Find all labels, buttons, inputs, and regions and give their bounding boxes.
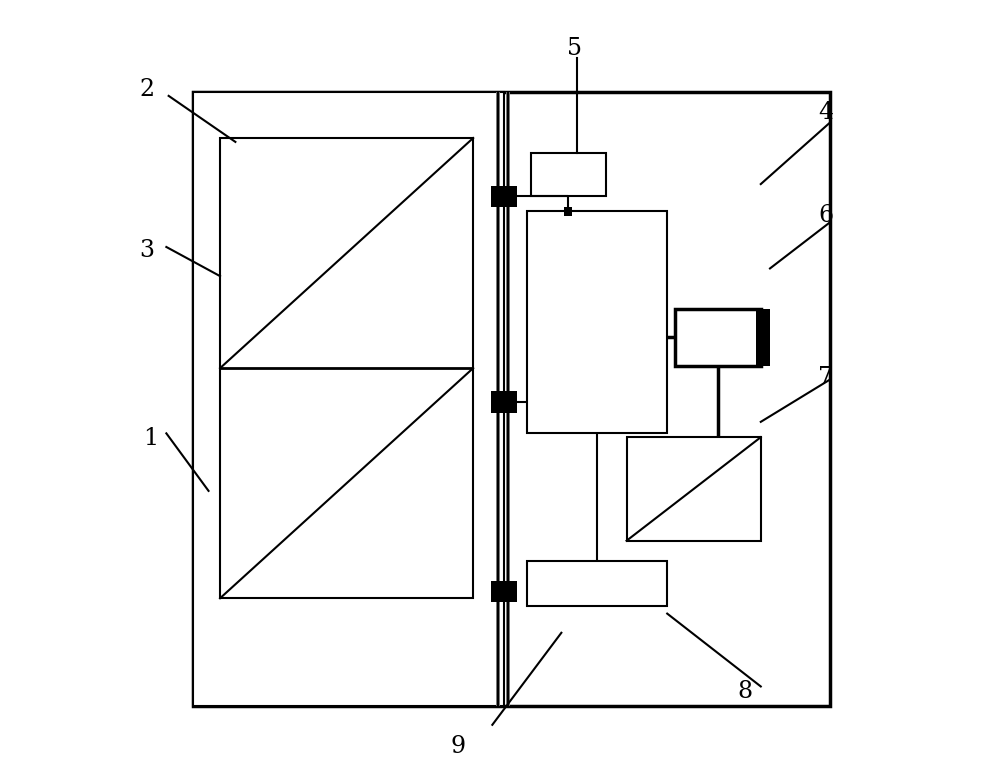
Text: 2: 2 [140,78,155,101]
Text: 4: 4 [818,101,833,124]
Bar [527,211,667,433]
Bar [491,581,517,602]
Text: 8: 8 [738,680,753,703]
Text: 7: 7 [818,366,833,389]
Text: 9: 9 [450,736,465,759]
Bar [675,309,761,366]
Bar [193,92,830,706]
Text: 6: 6 [818,205,833,228]
Bar [564,207,572,216]
Bar [527,561,667,606]
Bar [531,153,606,196]
Bar [220,138,473,598]
Bar [193,92,504,706]
Text: 5: 5 [567,38,582,61]
Bar [491,186,517,207]
Bar [627,437,761,541]
Text: 3: 3 [140,239,155,262]
Text: 1: 1 [143,427,158,450]
Bar [756,309,770,366]
Bar [491,391,517,413]
